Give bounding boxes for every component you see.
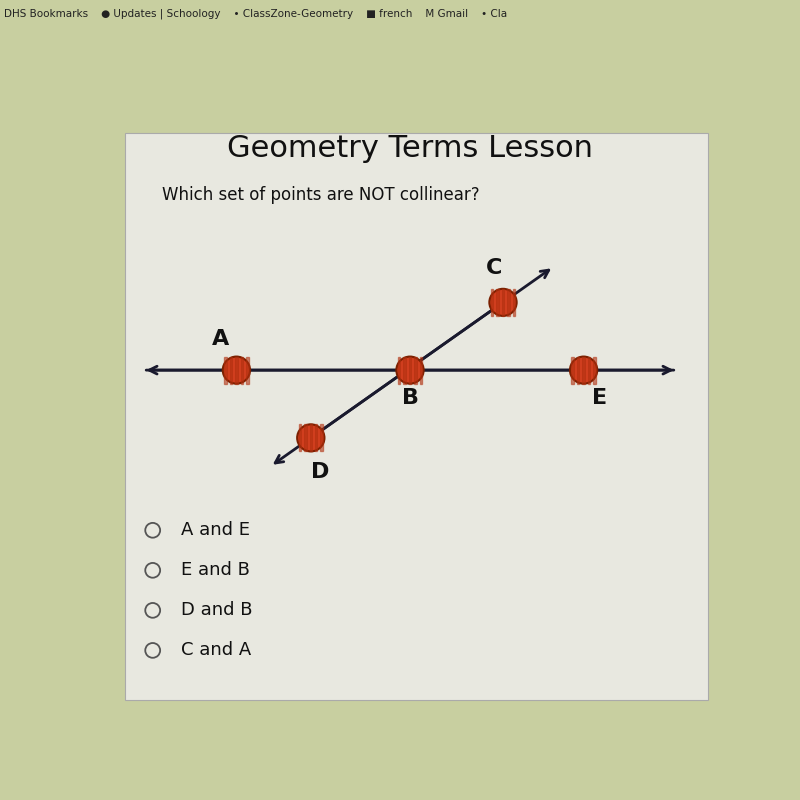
Circle shape xyxy=(222,357,250,384)
Text: DHS Bookmarks    ● Updates | Schoology    • ClassZone-Geometry    ■ french    M : DHS Bookmarks ● Updates | Schoology • Cl… xyxy=(4,9,507,19)
Bar xyxy=(582,357,585,384)
Circle shape xyxy=(490,289,517,316)
Bar xyxy=(398,357,400,384)
Bar xyxy=(304,424,306,451)
Text: C: C xyxy=(486,258,502,278)
Bar xyxy=(403,357,406,384)
FancyBboxPatch shape xyxy=(125,133,708,700)
Bar xyxy=(321,424,323,451)
Text: E: E xyxy=(591,388,606,408)
Bar xyxy=(513,289,515,316)
Bar xyxy=(507,289,510,316)
Bar xyxy=(588,357,590,384)
Bar xyxy=(571,357,574,384)
Bar xyxy=(241,357,243,384)
Bar xyxy=(230,357,232,384)
Bar xyxy=(502,289,504,316)
Circle shape xyxy=(570,357,598,384)
Text: E and B: E and B xyxy=(181,562,250,579)
Bar xyxy=(235,357,238,384)
Text: A: A xyxy=(212,330,230,350)
Bar xyxy=(246,357,249,384)
Bar xyxy=(224,357,226,384)
Bar xyxy=(420,357,422,384)
Text: D and B: D and B xyxy=(181,602,252,619)
Bar xyxy=(409,357,411,384)
Bar xyxy=(577,357,579,384)
Text: Geometry Terms Lesson: Geometry Terms Lesson xyxy=(227,134,593,163)
Text: A and E: A and E xyxy=(181,522,250,539)
Text: B: B xyxy=(402,388,418,408)
Bar xyxy=(315,424,318,451)
Bar xyxy=(594,357,596,384)
Text: C and A: C and A xyxy=(181,642,251,659)
Bar xyxy=(496,289,498,316)
Circle shape xyxy=(396,357,424,384)
Bar xyxy=(491,289,494,316)
Circle shape xyxy=(297,424,325,451)
Text: D: D xyxy=(311,462,330,482)
Bar xyxy=(414,357,417,384)
Bar xyxy=(298,424,301,451)
Bar xyxy=(310,424,312,451)
Text: Which set of points are NOT collinear?: Which set of points are NOT collinear? xyxy=(162,186,480,203)
